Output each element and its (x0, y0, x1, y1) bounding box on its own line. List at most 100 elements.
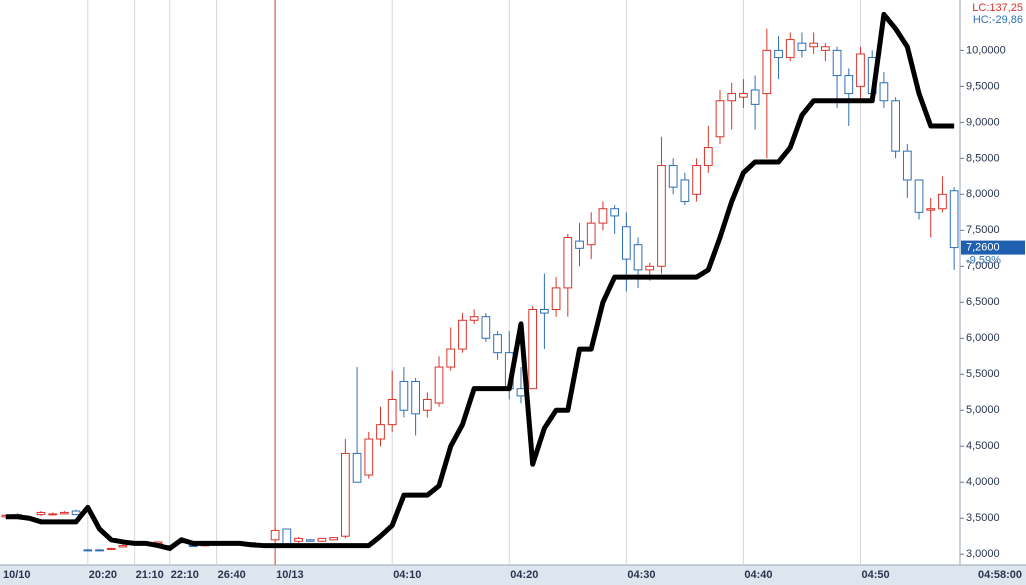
x-tick-label: 20:20 (89, 569, 117, 581)
candle-body (633, 244, 643, 271)
candle-body (821, 46, 830, 51)
candle-body (294, 537, 303, 542)
candle-body (399, 380, 409, 411)
y-tick-label: 8,5000 (966, 152, 1000, 164)
y-tick-label: 4,0000 (966, 476, 1000, 488)
x-tick-label: 10/10 (3, 569, 31, 581)
candle-body (949, 190, 959, 249)
x-tick-label: 22:10 (171, 569, 199, 581)
last-price-label: 7,2600 (966, 241, 1000, 253)
candle-body (750, 89, 760, 105)
candle-body (551, 287, 561, 310)
candle-body (36, 511, 46, 516)
y-tick-label: 4,5000 (966, 440, 1000, 452)
candle-body (797, 42, 807, 51)
candle-body (902, 150, 912, 181)
overlay-line (5, 11, 955, 551)
candle-body (938, 193, 947, 210)
candle-body (83, 549, 93, 552)
candle-body (563, 237, 573, 289)
x-tick-label: 04:50 (861, 569, 889, 581)
x-axis-strip (0, 565, 1026, 585)
y-tick-label: 9,0000 (966, 116, 1000, 128)
candle-body (270, 529, 280, 541)
y-tick-label: 10,0000 (966, 44, 1006, 56)
x-tick-label: 26:40 (218, 569, 246, 581)
candle-body (657, 165, 666, 267)
candle-body (645, 265, 655, 271)
x-tick-label: 10/13 (276, 569, 304, 581)
candle-body (434, 366, 444, 404)
x-tick-label: 04:30 (627, 569, 655, 581)
candle-body (422, 398, 432, 411)
x-tick-label: 04:10 (393, 569, 421, 581)
last-price-box (961, 240, 1025, 255)
candle-body (540, 308, 549, 314)
y-tick-label: 7,0000 (966, 260, 1000, 272)
candle-body (71, 510, 81, 516)
candle-body (739, 93, 748, 98)
candle-body (282, 528, 292, 545)
candle-body (493, 334, 502, 354)
candle-body (376, 424, 385, 440)
y-tick-label: 7,5000 (966, 224, 1000, 236)
hc-label: HC:-29,86 (973, 14, 1023, 26)
candle-body (341, 452, 350, 537)
candle-body (458, 319, 467, 350)
candle-body (411, 380, 420, 415)
candle-body (364, 438, 374, 476)
candle-body (692, 165, 701, 195)
candle-body (621, 226, 631, 260)
y-tick-label: 9,5000 (966, 80, 1000, 92)
candle-body (446, 348, 456, 368)
y-tick-label: 6,0000 (966, 332, 1000, 344)
candle-body (305, 539, 315, 542)
candle-body (329, 537, 339, 541)
candle-body (95, 549, 104, 552)
candle-body (715, 100, 725, 138)
candle-body (528, 308, 538, 390)
change-label: -9,59% (966, 254, 1001, 266)
candle-body (575, 240, 584, 249)
y-tick-label: 6,5000 (966, 296, 1000, 308)
lc-label: LC:137,25 (972, 2, 1023, 14)
candle-body (598, 208, 608, 224)
candle-body (516, 388, 526, 397)
candle-body (586, 222, 596, 246)
y-tick-label: 5,5000 (966, 368, 1000, 380)
x-tick-label: 04:20 (510, 569, 538, 581)
x-tick-label: 21:10 (136, 569, 164, 581)
candle-body (926, 208, 936, 211)
candle-body (844, 75, 854, 95)
candle-body (469, 316, 479, 321)
candle-body (668, 165, 678, 188)
candle-body (703, 147, 713, 167)
candle-body (774, 49, 783, 59)
candle-body (317, 537, 327, 542)
candle-body (48, 513, 58, 516)
x-end-label: 04:58:00 (978, 569, 1022, 581)
y-tick-label: 3,0000 (966, 548, 1000, 560)
candle-body (879, 82, 889, 102)
x-tick-label: 04:40 (744, 569, 772, 581)
candle-body (727, 93, 737, 102)
candle-body (785, 39, 795, 59)
candle-body (762, 49, 772, 95)
candle-body (610, 208, 619, 217)
candle-body (118, 545, 128, 548)
candle-body (352, 452, 362, 483)
y-tick-label: 8,0000 (966, 188, 1000, 200)
candle-body (891, 100, 900, 152)
y-tick-label: 3,5000 (966, 512, 1000, 524)
y-tick-label: 5,0000 (966, 404, 1000, 416)
candle-body (60, 511, 69, 515)
candle-body (856, 53, 865, 87)
candle-body (914, 179, 924, 213)
candle-body (387, 398, 397, 426)
candle-body (106, 547, 116, 550)
candle-body (832, 49, 842, 77)
candle-body (809, 42, 819, 48)
